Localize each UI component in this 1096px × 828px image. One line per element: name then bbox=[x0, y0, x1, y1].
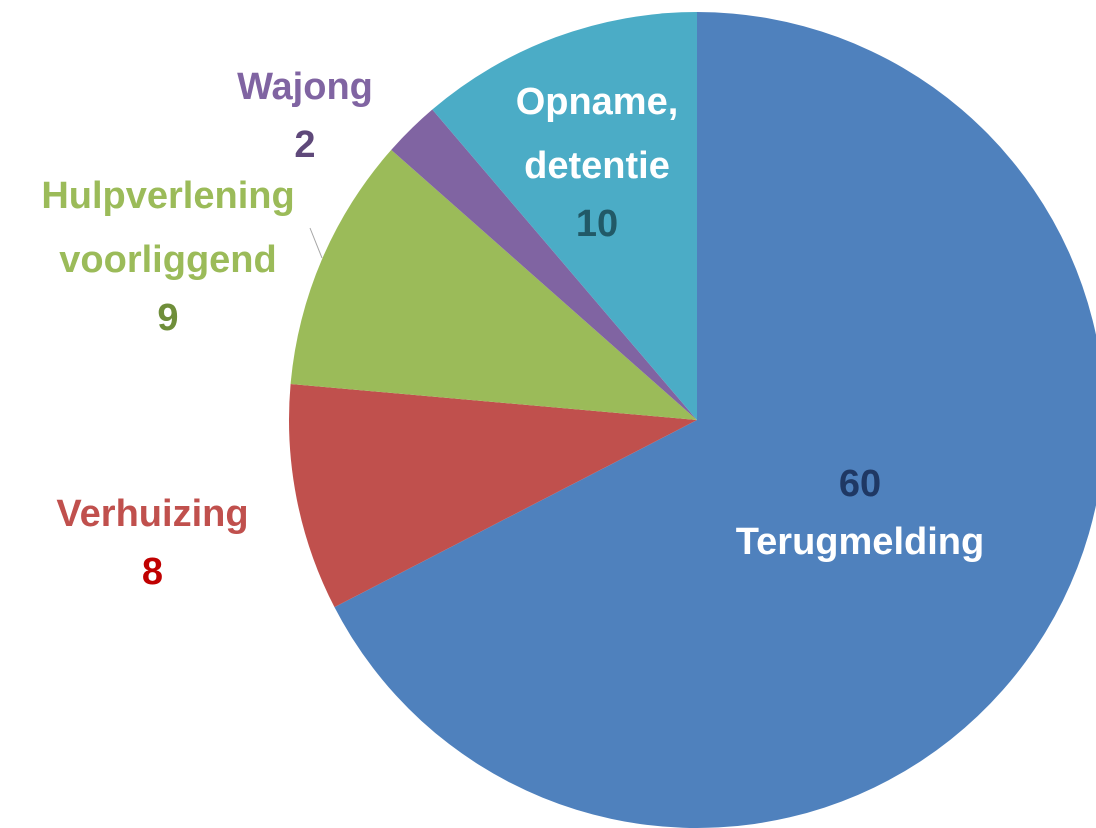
value-label: 8 bbox=[141, 551, 164, 593]
pie-slice bbox=[290, 149, 697, 420]
value-label: 9 bbox=[157, 297, 179, 339]
pie-slice bbox=[391, 109, 697, 420]
category-label: Hulpverlening voorliggend bbox=[41, 175, 295, 281]
data-label: Opname, detentie 10 bbox=[487, 70, 707, 250]
pie-slice bbox=[334, 12, 1096, 828]
pie-slice bbox=[288, 384, 697, 608]
value-label: 10 bbox=[575, 203, 619, 245]
pie-slice bbox=[432, 12, 697, 420]
leader-line bbox=[309, 227, 323, 259]
category-label: Verhuizing bbox=[56, 493, 249, 535]
data-label: Hulpverlening voorliggend 9 bbox=[3, 164, 333, 344]
data-label: Wajong 2 bbox=[205, 55, 405, 171]
data-label: 60 Terugmelding bbox=[690, 458, 1030, 574]
category-label: Terugmelding bbox=[735, 521, 985, 563]
value-label: 60 bbox=[838, 463, 882, 505]
category-label: Opname, detentie bbox=[515, 81, 679, 187]
data-label: Verhuizing 8 bbox=[20, 482, 285, 598]
value-label: 2 bbox=[294, 124, 316, 166]
category-label: Wajong bbox=[237, 66, 373, 108]
